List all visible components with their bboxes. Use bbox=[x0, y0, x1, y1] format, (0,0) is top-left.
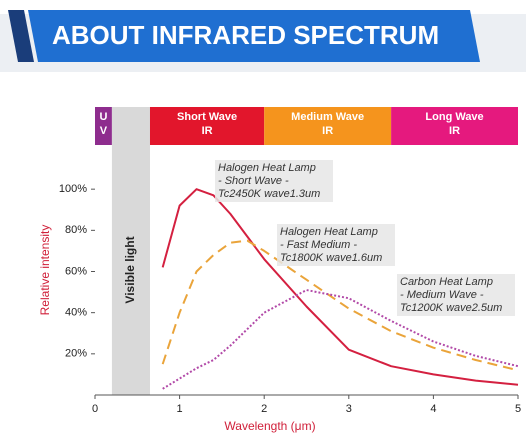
annotation-box bbox=[215, 160, 333, 202]
band-label: IR bbox=[449, 125, 460, 137]
band-label: Visible light bbox=[123, 236, 137, 303]
series-line bbox=[162, 289, 519, 390]
y-tick-label: 20% bbox=[65, 348, 87, 360]
band-label: V bbox=[100, 125, 108, 137]
annotation: Halogen Heat Lamp bbox=[280, 226, 378, 238]
x-tick-label: 3 bbox=[346, 403, 352, 415]
series-line bbox=[161, 239, 519, 372]
x-tick-label: 1 bbox=[177, 403, 183, 415]
x-tick-label: 2 bbox=[261, 403, 267, 415]
annotation: Tc1200K wave2.5um bbox=[400, 302, 502, 314]
annotation: - Short Wave - bbox=[218, 175, 289, 187]
spectrum-band bbox=[149, 107, 265, 145]
series-line bbox=[161, 188, 519, 386]
spectrum-band bbox=[95, 107, 112, 145]
band-label: IR bbox=[322, 125, 333, 137]
spectrum-band bbox=[391, 107, 518, 145]
y-tick-label: 80% bbox=[65, 224, 87, 236]
spectrum-band bbox=[111, 107, 150, 395]
y-tick-label: 60% bbox=[65, 265, 87, 277]
annotation: Halogen Heat Lamp bbox=[218, 162, 316, 174]
chart-title: ABOUT INFRARED SPECTRUM bbox=[52, 20, 439, 50]
band-label: Medium Wave bbox=[291, 111, 364, 123]
y-axis-label: Relative intensity bbox=[38, 225, 52, 316]
band-label: U bbox=[99, 111, 107, 123]
banner bbox=[28, 10, 480, 62]
annotation: Tc2450K wave1.3um bbox=[218, 188, 320, 200]
annotation-box bbox=[397, 274, 515, 316]
banner-accent bbox=[8, 10, 34, 62]
spectrum-band bbox=[264, 107, 392, 145]
y-tick-label: 100% bbox=[59, 183, 87, 195]
annotation-box bbox=[277, 224, 395, 266]
y-tick-label: 40% bbox=[65, 307, 87, 319]
annotation: Carbon Heat Lamp bbox=[400, 276, 493, 288]
annotation: Tc1800K wave1.6um bbox=[280, 252, 382, 264]
annotation: - Medium Wave - bbox=[400, 289, 484, 301]
x-tick-label: 5 bbox=[515, 403, 521, 415]
x-tick-label: 4 bbox=[430, 403, 436, 415]
band-label: Short Wave bbox=[177, 111, 237, 123]
x-tick-label: 0 bbox=[92, 403, 98, 415]
x-axis-label: Wavelength (μm) bbox=[224, 419, 315, 433]
annotation: - Fast Medium - bbox=[280, 239, 357, 251]
band-label: Long Wave bbox=[425, 111, 483, 123]
band-label: IR bbox=[202, 125, 213, 137]
